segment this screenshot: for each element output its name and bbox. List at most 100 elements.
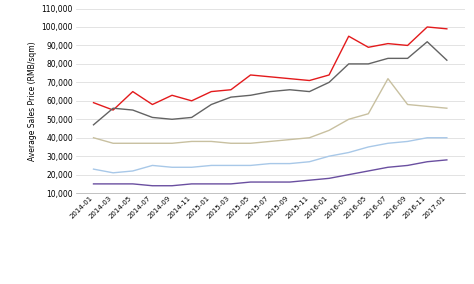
Within Inner Ring bbox=[150, 103, 155, 106]
Outer-Suburban Ring bbox=[326, 154, 332, 158]
Inner-Middle Ring bbox=[307, 90, 312, 93]
Beyond Suburban Ring bbox=[365, 169, 371, 173]
Beyond Suburban Ring bbox=[346, 173, 352, 176]
Outer-Suburban Ring bbox=[307, 160, 312, 163]
Inner-Middle Ring bbox=[365, 62, 371, 66]
Beyond Suburban Ring bbox=[189, 182, 194, 186]
Beyond Suburban Ring bbox=[385, 166, 391, 169]
Within Inner Ring bbox=[307, 79, 312, 82]
Beyond Suburban Ring bbox=[130, 182, 136, 186]
Beyond Suburban Ring bbox=[110, 182, 116, 186]
Within Inner Ring bbox=[385, 42, 391, 45]
Inner-Middle Ring bbox=[130, 108, 136, 112]
Middle-Outer Ring bbox=[346, 118, 352, 121]
Outer-Suburban Ring bbox=[385, 141, 391, 145]
Beyond Suburban Ring bbox=[150, 184, 155, 187]
Inner-Middle Ring bbox=[248, 93, 254, 97]
Within Inner Ring bbox=[405, 44, 410, 47]
Within Inner Ring bbox=[209, 90, 214, 93]
Inner-Middle Ring bbox=[91, 123, 96, 126]
Middle-Outer Ring bbox=[150, 141, 155, 145]
Beyond Suburban Ring bbox=[287, 180, 292, 184]
Middle-Outer Ring bbox=[267, 140, 273, 143]
Line: Beyond Suburban Ring: Beyond Suburban Ring bbox=[93, 160, 447, 186]
Middle-Outer Ring bbox=[189, 140, 194, 143]
Middle-Outer Ring bbox=[91, 136, 96, 139]
Outer-Suburban Ring bbox=[424, 136, 430, 139]
Middle-Outer Ring bbox=[385, 77, 391, 80]
Within Inner Ring bbox=[248, 73, 254, 77]
Within Inner Ring bbox=[91, 101, 96, 104]
Beyond Suburban Ring bbox=[307, 178, 312, 182]
Line: Outer-Suburban Ring: Outer-Suburban Ring bbox=[93, 138, 447, 173]
Within Inner Ring bbox=[346, 34, 352, 38]
Inner-Middle Ring bbox=[169, 118, 175, 121]
Middle-Outer Ring bbox=[424, 105, 430, 108]
Outer-Suburban Ring bbox=[346, 151, 352, 154]
Middle-Outer Ring bbox=[228, 141, 234, 145]
Within Inner Ring bbox=[228, 88, 234, 91]
Beyond Suburban Ring bbox=[444, 158, 450, 162]
Within Inner Ring bbox=[267, 75, 273, 78]
Inner-Middle Ring bbox=[110, 106, 116, 110]
Middle-Outer Ring bbox=[248, 141, 254, 145]
Outer-Suburban Ring bbox=[91, 167, 96, 171]
Inner-Middle Ring bbox=[228, 95, 234, 99]
Beyond Suburban Ring bbox=[424, 160, 430, 163]
Middle-Outer Ring bbox=[209, 140, 214, 143]
Outer-Suburban Ring bbox=[169, 166, 175, 169]
Outer-Suburban Ring bbox=[150, 164, 155, 167]
Y-axis label: Average Sales Price (RMB/sqm): Average Sales Price (RMB/sqm) bbox=[28, 41, 37, 161]
Inner-Middle Ring bbox=[209, 103, 214, 106]
Middle-Outer Ring bbox=[110, 141, 116, 145]
Middle-Outer Ring bbox=[365, 112, 371, 115]
Middle-Outer Ring bbox=[287, 138, 292, 141]
Line: Within Inner Ring: Within Inner Ring bbox=[93, 27, 447, 110]
Within Inner Ring bbox=[365, 45, 371, 49]
Inner-Middle Ring bbox=[189, 116, 194, 119]
Inner-Middle Ring bbox=[150, 116, 155, 119]
Inner-Middle Ring bbox=[385, 57, 391, 60]
Line: Middle-Outer Ring: Middle-Outer Ring bbox=[93, 79, 447, 143]
Within Inner Ring bbox=[189, 99, 194, 103]
Within Inner Ring bbox=[424, 25, 430, 29]
Inner-Middle Ring bbox=[346, 62, 352, 66]
Outer-Suburban Ring bbox=[209, 164, 214, 167]
Outer-Suburban Ring bbox=[228, 164, 234, 167]
Inner-Middle Ring bbox=[326, 81, 332, 84]
Beyond Suburban Ring bbox=[91, 182, 96, 186]
Middle-Outer Ring bbox=[307, 136, 312, 139]
Middle-Outer Ring bbox=[130, 141, 136, 145]
Outer-Suburban Ring bbox=[189, 166, 194, 169]
Within Inner Ring bbox=[326, 73, 332, 77]
Outer-Suburban Ring bbox=[130, 169, 136, 173]
Inner-Middle Ring bbox=[424, 40, 430, 43]
Within Inner Ring bbox=[110, 108, 116, 112]
Within Inner Ring bbox=[444, 27, 450, 30]
Beyond Suburban Ring bbox=[169, 184, 175, 187]
Within Inner Ring bbox=[130, 90, 136, 93]
Line: Inner-Middle Ring: Inner-Middle Ring bbox=[93, 42, 447, 125]
Middle-Outer Ring bbox=[405, 103, 410, 106]
Outer-Suburban Ring bbox=[405, 140, 410, 143]
Outer-Suburban Ring bbox=[267, 162, 273, 165]
Middle-Outer Ring bbox=[169, 141, 175, 145]
Outer-Suburban Ring bbox=[248, 164, 254, 167]
Beyond Suburban Ring bbox=[267, 180, 273, 184]
Beyond Suburban Ring bbox=[405, 164, 410, 167]
Inner-Middle Ring bbox=[287, 88, 292, 91]
Inner-Middle Ring bbox=[405, 57, 410, 60]
Inner-Middle Ring bbox=[267, 90, 273, 93]
Outer-Suburban Ring bbox=[365, 145, 371, 149]
Beyond Suburban Ring bbox=[209, 182, 214, 186]
Inner-Middle Ring bbox=[444, 59, 450, 62]
Beyond Suburban Ring bbox=[248, 180, 254, 184]
Beyond Suburban Ring bbox=[326, 177, 332, 180]
Outer-Suburban Ring bbox=[444, 136, 450, 139]
Outer-Suburban Ring bbox=[287, 162, 292, 165]
Within Inner Ring bbox=[169, 93, 175, 97]
Within Inner Ring bbox=[287, 77, 292, 80]
Middle-Outer Ring bbox=[444, 106, 450, 110]
Middle-Outer Ring bbox=[326, 129, 332, 132]
Outer-Suburban Ring bbox=[110, 171, 116, 174]
